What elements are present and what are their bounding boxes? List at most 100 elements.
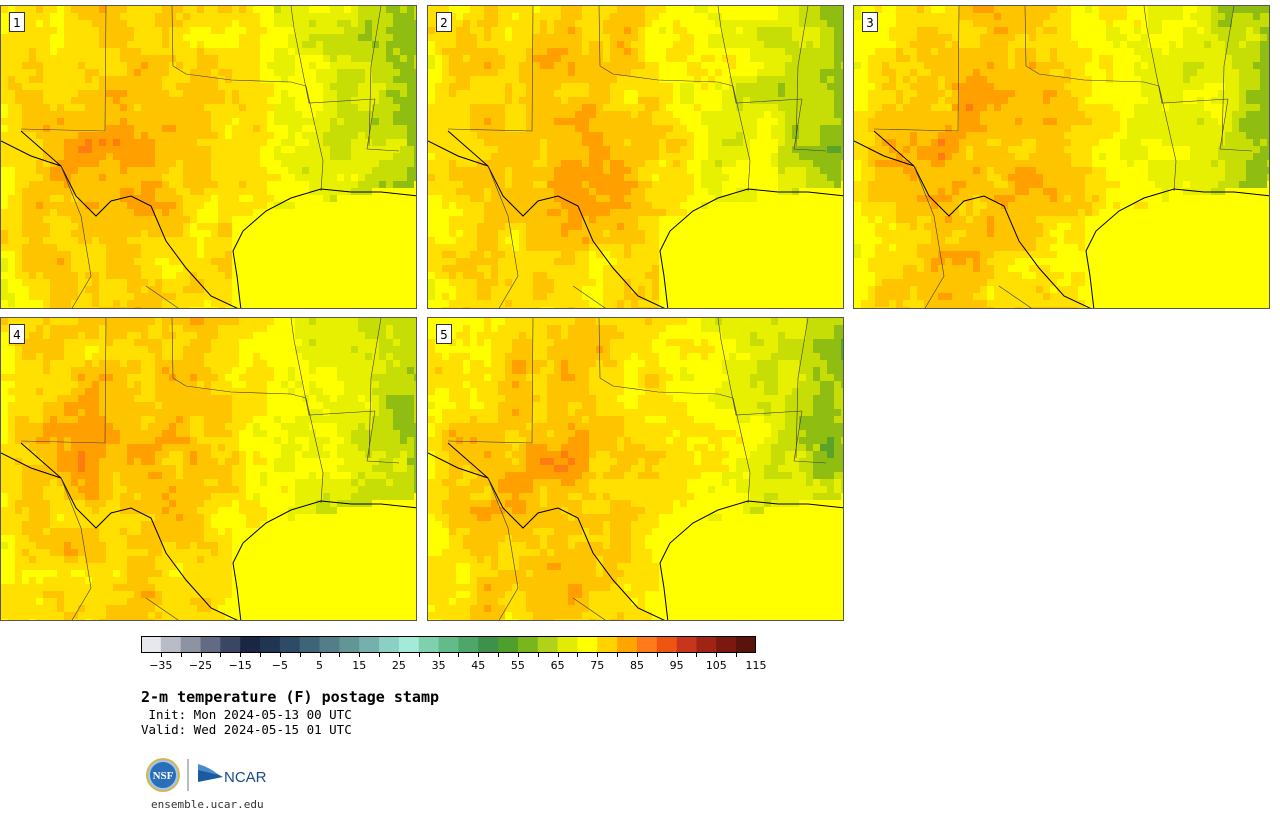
colorbar-tick [696, 653, 698, 657]
colorbar-tick-label: 85 [629, 659, 644, 672]
temperature-colorbar [141, 636, 756, 653]
colorbar-tick [220, 653, 222, 657]
colorbar-tick [676, 653, 678, 657]
coastline [232, 500, 416, 620]
colorbar-tick [200, 653, 202, 657]
state-border [447, 318, 534, 444]
colorbar-tick [557, 653, 559, 657]
state-border [171, 6, 307, 87]
state-border [1158, 85, 1177, 192]
colorbar-bin [160, 636, 182, 653]
colorbar-tick-label: 65 [550, 659, 565, 672]
state-border [1221, 6, 1235, 147]
coastline [659, 188, 843, 308]
colorbar-tick [438, 653, 440, 657]
logos: NSF NCAR [145, 757, 275, 797]
colorbar-tick [240, 653, 242, 657]
colorbar-tick [398, 653, 400, 657]
colorbar-bin [379, 636, 400, 653]
state-border [1024, 6, 1160, 87]
colorbar-tick-label: −15 [228, 659, 252, 672]
colorbar-bin [240, 636, 261, 653]
state-border [793, 410, 827, 464]
colorbar-tick [656, 653, 658, 657]
coastline [659, 500, 843, 620]
state-border [795, 318, 809, 459]
colorbar-tick [478, 653, 480, 657]
nsf-logo-icon: NSF [146, 758, 180, 792]
colorbar-bin [617, 636, 638, 653]
colorbar-bin [517, 636, 539, 653]
member-label: 4 [9, 324, 25, 344]
colorbar-bin [736, 636, 756, 653]
colorbar-tick [319, 653, 321, 657]
state-border [913, 165, 945, 308]
state-border [305, 85, 324, 192]
colorbar-tick [260, 653, 262, 657]
colorbar-bin [656, 636, 678, 653]
state-border [717, 318, 803, 416]
member-panel-1: 1 [0, 5, 417, 309]
state-border [290, 6, 376, 104]
colorbar-tick [339, 653, 341, 657]
state-border [20, 6, 107, 132]
state-border [598, 318, 734, 399]
state-border [368, 318, 382, 459]
country-border [428, 140, 489, 167]
init-time: Init: Mon 2024-05-13 00 UTC [141, 707, 352, 722]
member-label: 2 [436, 12, 452, 32]
colorbar-bin [716, 636, 737, 653]
member-panel-4: 4 [0, 317, 417, 621]
colorbar-tick [617, 653, 619, 657]
state-border [793, 98, 827, 152]
ncar-logo-icon: NCAR [198, 764, 267, 786]
state-border [572, 285, 606, 308]
country-border [428, 452, 489, 479]
colorbar-tick [418, 653, 420, 657]
state-border [572, 597, 606, 620]
colorbar-tick [636, 653, 638, 657]
member-panel-3: 3 [853, 5, 1270, 309]
state-border [366, 98, 400, 152]
country-border [447, 442, 665, 620]
colorbar-bin [279, 636, 301, 653]
state-border [598, 6, 734, 87]
colorbar-bin [636, 636, 658, 653]
colorbar-tick [458, 653, 460, 657]
colorbar-tick-label: 15 [352, 659, 367, 672]
site-url: ensemble.ucar.edu [151, 798, 264, 811]
state-border [873, 6, 960, 132]
state-border [368, 6, 382, 147]
colorbar-bin [339, 636, 360, 653]
colorbar-ticks: −35 −25 −15 −5 5 15 25 35 45 55 65 75 85 95 105 115 [141, 653, 767, 673]
colorbar-tick-label: 105 [705, 659, 727, 672]
state-border [171, 318, 307, 399]
state-border [145, 285, 179, 308]
state-border [487, 165, 519, 308]
temperature-map [1, 318, 416, 620]
colorbar-tick-label: 25 [391, 659, 406, 672]
country-border [20, 130, 238, 308]
colorbar-tick [716, 653, 718, 657]
colorbar-bin [577, 636, 598, 653]
chart-title: 2-m temperature (F) postage stamp [141, 688, 440, 706]
colorbar-bin [537, 636, 559, 653]
state-border [487, 477, 519, 620]
state-border [60, 165, 92, 308]
colorbar-bin [141, 636, 162, 653]
temperature-map [1, 6, 416, 308]
temperature-field [854, 6, 1269, 308]
colorbar-bin [696, 636, 717, 653]
colorbar-bin [319, 636, 340, 653]
colorbar-bin [458, 636, 479, 653]
state-border [290, 318, 376, 416]
temperature-field [428, 318, 843, 620]
colorbar-tick-label: 55 [510, 659, 525, 672]
country-border [854, 140, 915, 167]
colorbar-tick [279, 653, 281, 657]
colorbar-bin [220, 636, 241, 653]
state-border [145, 597, 179, 620]
colorbar-tick [517, 653, 519, 657]
member-label: 3 [862, 12, 878, 32]
colorbar-tick-label: 5 [316, 659, 324, 672]
